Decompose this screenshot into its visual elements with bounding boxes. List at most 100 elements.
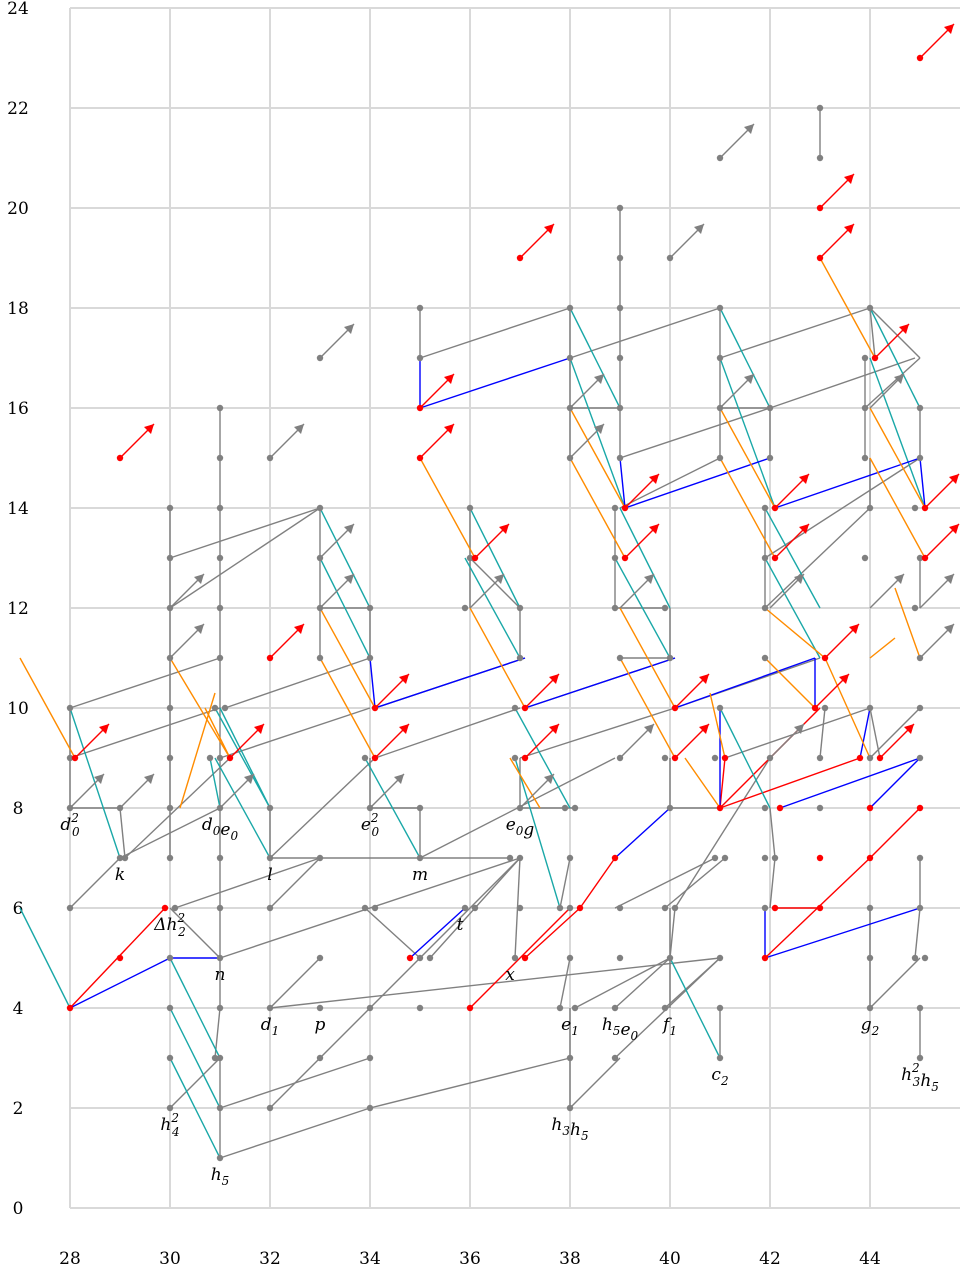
gray-arrow-head — [894, 574, 904, 584]
red-class-dot — [671, 754, 679, 762]
gray-line — [669, 907, 676, 959]
gray-arrow-head — [244, 774, 254, 784]
red-class-dot — [921, 504, 929, 512]
gray-line — [614, 857, 716, 909]
gray-class-dot — [566, 854, 574, 862]
gray-line — [219, 1107, 371, 1159]
gray-line — [574, 957, 671, 1009]
gray-class-dot — [316, 554, 324, 562]
orange-line — [824, 657, 871, 759]
gray-class-dot — [216, 554, 224, 562]
gray-arrow-head — [944, 624, 954, 634]
red-arrow-head — [649, 474, 659, 484]
gray-class-dot — [471, 904, 479, 912]
orange-line — [19, 657, 76, 759]
red-arrow-head — [799, 474, 809, 484]
red-class-dot — [671, 704, 679, 712]
gray-class-dot — [771, 854, 779, 862]
gray-line — [769, 857, 776, 909]
gray-class-dot — [566, 404, 574, 412]
red-class-dot — [416, 404, 424, 412]
class-label: e2 0 — [361, 811, 380, 839]
gray-class-dot — [766, 454, 774, 462]
red-class-dot — [761, 954, 769, 962]
class-label: p — [315, 1015, 326, 1035]
gray-class-dot — [511, 704, 519, 712]
red-class-dot — [406, 954, 414, 962]
gray-class-dot — [766, 754, 774, 762]
x-tick-label: 44 — [859, 1249, 881, 1269]
gray-line — [369, 1057, 571, 1109]
gray-line — [169, 907, 221, 959]
blue-line — [69, 957, 171, 1009]
gray-class-dot — [766, 404, 774, 412]
gray-class-dot — [916, 754, 924, 762]
red-arrow-head — [254, 724, 264, 734]
gray-line — [174, 857, 321, 909]
orange-line — [869, 637, 896, 659]
gray-line — [664, 957, 721, 1009]
gray-class-dot — [716, 1054, 724, 1062]
gray-class-dot — [511, 754, 519, 762]
y-tick-label: 22 — [7, 99, 29, 119]
gray-class-dot — [666, 804, 674, 812]
gray-class-dot — [266, 1104, 274, 1112]
orange-line — [709, 692, 726, 759]
teal-line — [319, 507, 371, 609]
gray-line — [369, 857, 521, 1009]
blue-line — [779, 757, 921, 809]
gray-line — [69, 707, 221, 759]
gray-class-dot — [316, 504, 324, 512]
gray-class-dot — [416, 354, 424, 362]
gray-arrow-head — [744, 374, 754, 384]
teal-line — [764, 507, 821, 609]
x-tick-label: 38 — [559, 1249, 581, 1269]
gray-class-dot — [661, 1004, 669, 1012]
gray-class-dot — [821, 704, 829, 712]
gray-class-dot — [721, 854, 729, 862]
gray-line — [319, 1007, 371, 1059]
gray-line — [269, 757, 376, 859]
gray-class-dot — [616, 654, 624, 662]
orange-line — [509, 757, 541, 809]
gray-class-dot — [566, 1104, 574, 1112]
red-class-dot — [866, 804, 874, 812]
gray-class-dot — [171, 904, 179, 912]
red-class-dot — [816, 254, 824, 262]
class-label: h2 3h5 — [901, 1061, 939, 1094]
gray-class-dot — [616, 404, 624, 412]
orange-line — [169, 657, 231, 759]
gray-class-dot — [166, 554, 174, 562]
gray-line — [124, 757, 231, 859]
gray-line — [374, 707, 521, 759]
gray-class-dot — [561, 804, 569, 812]
gray-line — [219, 707, 371, 759]
gray-line — [719, 307, 871, 359]
gray-class-dot — [866, 704, 874, 712]
red-class-dot — [821, 654, 829, 662]
gray-line — [674, 757, 771, 909]
teal-line — [869, 307, 921, 409]
gray-class-dot — [366, 604, 374, 612]
gray-class-dot — [616, 354, 624, 362]
class-label: d1 — [261, 1015, 280, 1038]
y-tick-label: 20 — [7, 199, 29, 219]
gray-line — [724, 707, 871, 759]
gray-class-dot — [556, 1004, 564, 1012]
gray-class-dot — [466, 504, 474, 512]
red-class-dot — [771, 504, 779, 512]
teal-line — [19, 907, 71, 1009]
teal-line — [569, 307, 621, 409]
gray-class-dot — [216, 404, 224, 412]
gray-class-dot — [761, 604, 769, 612]
red-arrow-head — [699, 724, 709, 734]
red-class-dot — [521, 704, 529, 712]
red-line — [579, 857, 616, 909]
red-class-dot — [116, 954, 124, 962]
gray-line — [819, 707, 826, 759]
gray-class-dot — [416, 304, 424, 312]
gray-class-dot — [661, 604, 669, 612]
gray-class-dot — [616, 304, 624, 312]
red-class-dot — [611, 854, 619, 862]
